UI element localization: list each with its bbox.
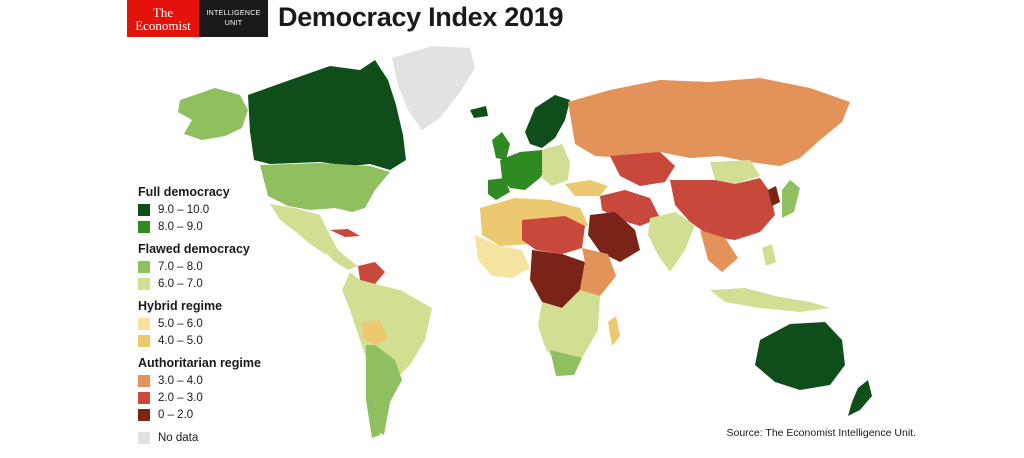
region-alaska [178, 88, 248, 140]
legend-label: 5.0 – 6.0 [158, 317, 203, 330]
region-southern-africa [538, 290, 600, 366]
logo-line-the: The [152, 4, 174, 20]
region-saudi-arabia [588, 212, 640, 262]
legend-group-heading: Hybrid regime [138, 299, 223, 313]
region-new-zealand [848, 380, 872, 416]
legend-item: 9.0 – 10.0 [138, 201, 298, 218]
region-turkey [565, 180, 608, 196]
region-scandinavia [525, 95, 570, 148]
legend-label: 9.0 – 10.0 [158, 203, 210, 216]
region-cuba [330, 229, 360, 237]
region-sahel [522, 216, 585, 254]
legend-label: 4.0 – 5.0 [158, 334, 203, 347]
region-australia [755, 322, 845, 390]
legend-label: No data [158, 431, 199, 444]
region-south-america [342, 272, 432, 385]
region-iceland [470, 106, 488, 118]
legend-swatch [138, 220, 150, 233]
legend-label: 0 – 2.0 [158, 408, 194, 421]
region-russia [568, 78, 850, 166]
legend-label: 3.0 – 4.0 [158, 374, 203, 387]
legend-label: 8.0 – 9.0 [158, 220, 203, 233]
region-uk-ireland [492, 132, 510, 160]
map-legend: Full democracy 9.0 – 10.0 8.0 – 9.0 Flawed … [138, 183, 298, 446]
region-china [670, 178, 775, 240]
legend-group-heading: Full democracy [138, 185, 230, 199]
legend-item-no-data: No data [138, 429, 298, 446]
region-usa [260, 163, 390, 212]
legend-item: 7.0 – 8.0 [138, 258, 298, 275]
legend-group-heading: Authoritarian regime [138, 356, 261, 370]
region-canada [248, 60, 406, 170]
region-central-africa [530, 250, 585, 308]
legend-swatch [138, 391, 150, 404]
logo-line-economist: Economist [135, 17, 191, 33]
eiu-logo: INTELLIGENCE UNIT [199, 0, 268, 37]
legend-swatch [138, 334, 150, 347]
legend-swatch [138, 408, 150, 421]
region-indonesia [710, 288, 830, 312]
source-note: Source: The Economist Intelligence Unit. [726, 427, 917, 439]
region-greenland [392, 46, 475, 130]
legend-swatch [138, 260, 150, 273]
region-argentina [375, 345, 402, 435]
region-south-africa [550, 350, 582, 376]
legend-swatch [138, 277, 150, 290]
legend-item: 5.0 – 6.0 [138, 315, 298, 332]
legend-item: 8.0 – 9.0 [138, 218, 298, 235]
region-southeast-asia [700, 230, 738, 272]
legend-group-heading: Flawed democracy [138, 242, 250, 256]
map-title: Democracy Index 2019 [278, 2, 564, 32]
region-east-africa [580, 248, 616, 296]
legend-label: 7.0 – 8.0 [158, 260, 203, 273]
legend-item: 4.0 – 5.0 [138, 332, 298, 349]
legend-swatch [138, 203, 150, 216]
legend-item: 6.0 – 7.0 [138, 275, 298, 292]
world-map [178, 46, 872, 438]
region-mongolia [710, 160, 760, 184]
region-west-africa [475, 235, 530, 278]
legend-swatch [138, 431, 150, 444]
region-japan [782, 180, 800, 218]
region-iberia [488, 178, 510, 200]
region-korea [768, 186, 780, 206]
legend-item: 0 – 2.0 [138, 406, 298, 423]
region-madagascar [608, 316, 620, 346]
region-venezuela [358, 262, 385, 284]
economist-eiu-logo: The Economist INTELLIGENCE UNIT [127, 0, 268, 37]
region-west-europe [500, 150, 550, 190]
unit-line-intelligence: INTELLIGENCE [206, 9, 261, 17]
unit-line-unit: UNIT [224, 19, 243, 27]
legend-item: 2.0 – 3.0 [138, 389, 298, 406]
region-bolivia [362, 320, 388, 345]
region-philippines [762, 244, 776, 266]
economist-logo: The Economist [127, 0, 199, 37]
region-india [648, 212, 695, 272]
legend-swatch [138, 374, 150, 387]
region-mexico [270, 204, 338, 254]
region-kazakhstan [610, 152, 675, 186]
legend-label: 2.0 – 3.0 [158, 391, 203, 404]
legend-swatch [138, 317, 150, 330]
region-central-america [325, 250, 358, 270]
region-east-europe [542, 144, 570, 186]
legend-item: 3.0 – 4.0 [138, 372, 298, 389]
legend-label: 6.0 – 7.0 [158, 277, 203, 290]
